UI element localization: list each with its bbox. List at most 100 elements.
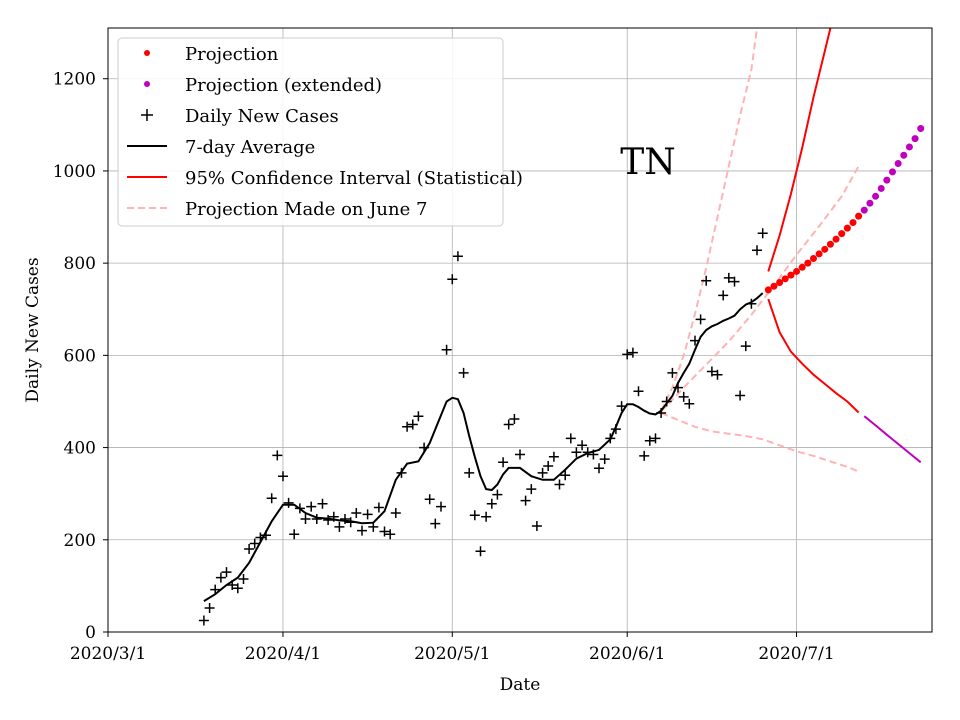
daily-case-point bbox=[227, 580, 238, 590]
axis-ticks: 2020/3/1 2020/4/1 2020/5/1 2020/6/1 2020/7/1… bbox=[53, 70, 835, 664]
daily-case-point bbox=[616, 401, 627, 412]
projection-point bbox=[793, 267, 801, 275]
daily-case-point bbox=[210, 584, 221, 595]
daily-case-point bbox=[543, 461, 554, 471]
daily-case-point bbox=[413, 411, 424, 422]
legend-label-cases: Daily New Cases bbox=[185, 106, 339, 127]
daily-case-point bbox=[673, 382, 683, 393]
daily-case-point bbox=[278, 471, 288, 482]
daily-case-point bbox=[317, 498, 328, 509]
y-tick-label: 1200 bbox=[53, 70, 96, 90]
daily-case-point bbox=[605, 433, 616, 444]
daily-case-point bbox=[599, 454, 610, 465]
daily-case-point bbox=[345, 517, 356, 528]
daily-case-point bbox=[548, 451, 559, 462]
projection-point bbox=[770, 282, 778, 290]
projection-point bbox=[832, 235, 840, 243]
legend-label-ci: 95% Confidence Interval (Statistical) bbox=[185, 168, 523, 189]
daily-case-point bbox=[368, 521, 379, 532]
daily-case-point bbox=[328, 511, 339, 522]
daily-case-point bbox=[481, 511, 492, 522]
y-tick-label: 200 bbox=[64, 531, 96, 551]
daily-case-point bbox=[385, 529, 396, 540]
daily-case-point bbox=[266, 493, 277, 504]
legend-marker-cases bbox=[141, 109, 153, 121]
y-tick-label: 800 bbox=[64, 254, 96, 274]
daily-case-point bbox=[306, 501, 317, 512]
daily-case-point bbox=[215, 572, 226, 583]
projection-point bbox=[838, 230, 846, 238]
projection-point bbox=[804, 259, 812, 267]
daily-case-point bbox=[283, 497, 294, 508]
june7-projection-line bbox=[660, 412, 859, 473]
daily-case-point bbox=[402, 421, 413, 432]
daily-case-point bbox=[492, 489, 503, 500]
daily-case-point bbox=[396, 467, 407, 478]
daily-case-point bbox=[458, 367, 469, 378]
daily-case-point bbox=[712, 369, 723, 380]
daily-case-point bbox=[261, 530, 271, 541]
daily-case-point bbox=[503, 419, 514, 430]
projection-point bbox=[776, 279, 784, 287]
daily-case-point bbox=[509, 414, 520, 424]
legend: Projection Projection (extended) Daily N… bbox=[117, 37, 523, 227]
projection-point bbox=[798, 263, 806, 271]
daily-case-point bbox=[447, 274, 458, 285]
daily-case-point bbox=[436, 501, 446, 512]
projection-point bbox=[843, 224, 851, 232]
y-tick-label: 1000 bbox=[53, 162, 96, 182]
plot-frame bbox=[107, 27, 933, 633]
daily-case-point bbox=[678, 391, 689, 402]
daily-case-point bbox=[520, 495, 531, 506]
daily-case-point bbox=[379, 526, 390, 537]
daily-case-point bbox=[571, 447, 582, 458]
june7-projection-line bbox=[660, 165, 860, 413]
daily-case-point bbox=[684, 398, 695, 409]
daily-case-point bbox=[244, 544, 255, 554]
daily-case-point bbox=[577, 440, 588, 451]
daily-case-point bbox=[289, 529, 300, 540]
projection-extended-point bbox=[866, 199, 874, 207]
legend-marker-projection bbox=[144, 50, 150, 56]
daily-case-point bbox=[588, 449, 599, 460]
daily-case-point bbox=[650, 433, 661, 444]
projection-extended-point bbox=[905, 143, 913, 151]
daily-case-point bbox=[729, 276, 740, 287]
x-tick-label: 2020/3/1 bbox=[70, 644, 146, 664]
daily-case-point bbox=[515, 449, 525, 460]
projection-point bbox=[855, 212, 863, 220]
daily-case-point bbox=[718, 290, 729, 301]
daily-case-point bbox=[464, 467, 475, 478]
plot-area bbox=[198, 28, 925, 626]
daily-case-point bbox=[407, 419, 418, 430]
daily-case-point bbox=[311, 514, 322, 524]
daily-case-point bbox=[469, 510, 480, 521]
daily-case-point bbox=[430, 518, 441, 529]
daily-case-point bbox=[351, 508, 362, 518]
y-tick-label: 400 bbox=[64, 439, 96, 459]
june7-projection-line bbox=[660, 28, 758, 412]
daily-case-point bbox=[452, 251, 463, 262]
daily-case-point bbox=[357, 525, 367, 536]
daily-case-point bbox=[757, 228, 768, 239]
daily-case-point bbox=[701, 275, 712, 286]
x-axis-label: Date bbox=[500, 675, 541, 695]
daily-case-point bbox=[238, 574, 249, 584]
daily-case-point bbox=[424, 494, 435, 505]
daily-case-point bbox=[498, 457, 509, 468]
projection-extended-point bbox=[894, 160, 902, 168]
projection-point bbox=[781, 275, 789, 283]
daily-case-point bbox=[740, 341, 751, 352]
legend-box bbox=[117, 37, 504, 227]
daily-case-point bbox=[334, 521, 345, 532]
daily-case-point bbox=[198, 615, 209, 626]
projection-extended-point bbox=[860, 206, 868, 214]
projection-extended-point bbox=[883, 176, 891, 184]
projection-point bbox=[826, 240, 834, 248]
daily-case-point bbox=[323, 515, 334, 525]
daily-case-point bbox=[486, 498, 497, 509]
daily-case-point bbox=[390, 508, 401, 518]
daily-case-point bbox=[537, 467, 548, 478]
projection-extended-point bbox=[911, 135, 919, 143]
